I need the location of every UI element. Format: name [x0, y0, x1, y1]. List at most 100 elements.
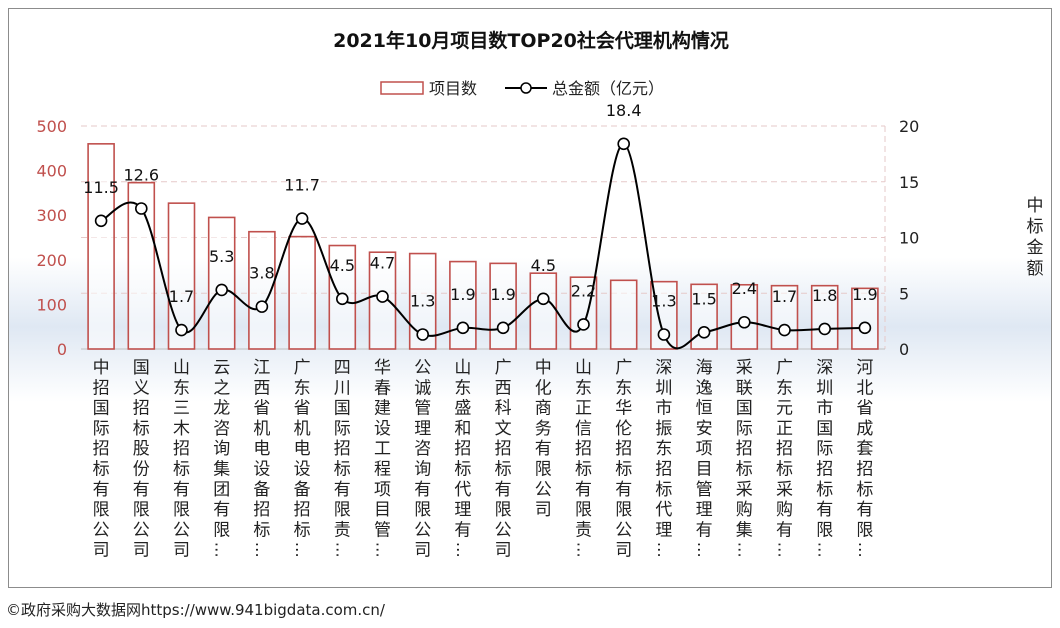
x-tick-label: 龙 [213, 399, 230, 419]
line-point [135, 202, 148, 215]
x-tick-label: … [252, 542, 271, 558]
x-tick-label: 司 [535, 500, 552, 520]
x-tick-label: 山 [454, 358, 471, 378]
line-point [858, 321, 872, 335]
x-tick-label: 义 [133, 378, 150, 398]
x-tick-label: 海 [696, 358, 713, 378]
x-tick-label: … [453, 542, 472, 558]
x-tick-label: 理 [454, 500, 471, 520]
x-tick-label: 深 [655, 358, 672, 378]
x-tick-label: 有 [495, 480, 512, 500]
x-tick-label: 市 [655, 399, 672, 419]
x-tick-label: 招 [173, 439, 190, 459]
line-data-label: 18.4 [606, 101, 642, 120]
x-tick-label: 务 [535, 419, 552, 439]
x-tick-label: 公 [615, 520, 632, 540]
line-point [255, 300, 269, 313]
x-tick-label: 伦 [615, 419, 632, 439]
x-tick-label: 公 [414, 358, 431, 378]
line-point [175, 323, 188, 337]
x-tick-label: 有 [535, 439, 552, 459]
x-tick-label: 采 [776, 480, 793, 500]
y-left-tick-label: 500 [36, 117, 67, 136]
x-tick-label: 三 [173, 399, 190, 419]
x-tick-label: 招 [294, 500, 311, 520]
bar [770, 284, 799, 350]
x-tick-label: 代 [655, 500, 672, 520]
x-tick-label: 司 [173, 541, 190, 561]
line-data-label: 4.5 [531, 256, 556, 275]
x-tick-label: 华 [615, 399, 632, 419]
x-tick-label: 标 [856, 480, 873, 500]
x-tick-label: 振 [655, 419, 672, 439]
x-tick-label: 国 [334, 399, 351, 419]
x-tick-label: 中 [535, 358, 552, 378]
bar [288, 235, 316, 350]
line-point [617, 137, 631, 151]
x-tick-label: 山 [173, 358, 190, 378]
line-data-label: 12.6 [123, 166, 159, 185]
x-tick-label: 安 [696, 419, 713, 439]
x-tick-label: 标 [454, 460, 471, 480]
x-tick-label: 市 [816, 399, 833, 419]
line-point [456, 321, 470, 335]
x-tick-label: 标 [253, 520, 270, 540]
x-tick-label: 国 [93, 399, 110, 419]
bar [810, 284, 839, 350]
x-tick-label: 河 [856, 358, 873, 378]
x-tick-label: 招 [133, 399, 150, 419]
x-tick-label: 恒 [696, 399, 713, 419]
x-tick-label: 深 [816, 358, 833, 378]
line-data-label: 4.5 [330, 256, 355, 275]
x-tick-label: 文 [495, 419, 512, 439]
x-tick-label: 标 [575, 460, 592, 480]
x-tick-label: 化 [535, 378, 552, 398]
x-tick-label: 木 [173, 419, 190, 439]
x-tick-label: 有 [856, 500, 873, 520]
x-tick-label: 限 [173, 500, 190, 520]
x-tick-label: 有 [575, 480, 592, 500]
y-left-tick-label: 0 [57, 340, 67, 359]
x-tick-label: 之 [213, 378, 230, 398]
line-data-label: 1.7 [772, 287, 797, 306]
y-right-axis-label: 额 [1027, 259, 1044, 279]
x-tick-label: … [775, 542, 794, 558]
x-tick-label: 圳 [816, 378, 833, 398]
y-right-tick-label: 5 [899, 284, 909, 303]
line-point [496, 321, 510, 335]
x-tick-label: 公 [173, 520, 190, 540]
x-tick-label: 咨 [213, 419, 230, 439]
x-tick-label: 商 [535, 399, 552, 419]
x-tick-label: 东 [615, 378, 632, 398]
x-tick-label: 联 [736, 378, 753, 398]
x-tick-label: 电 [294, 439, 311, 459]
x-tick-label: … [734, 542, 753, 558]
x-tick-label: 设 [374, 419, 391, 439]
x-tick-label: 管 [414, 399, 431, 419]
x-tick-label: 购 [776, 500, 793, 520]
x-tick-label: 限 [213, 520, 230, 540]
x-tick-label: 司 [414, 541, 431, 561]
x-tick-label: 理 [655, 520, 672, 540]
x-tick-label: 诚 [414, 378, 431, 398]
bar [609, 279, 638, 350]
x-tick-label: 公 [495, 520, 512, 540]
x-tick-label: 咨 [414, 439, 431, 459]
x-tick-label: 东 [294, 378, 311, 398]
x-tick-label: 有 [615, 480, 632, 500]
x-tick-label: 询 [213, 439, 230, 459]
x-tick-label: 有 [816, 500, 833, 520]
x-tick-label: 东 [655, 439, 672, 459]
x-tick-label: 份 [133, 460, 150, 480]
y-right-axis-label: 金 [1027, 238, 1044, 258]
x-tick-label: 公 [535, 480, 552, 500]
x-tick-label: 有 [133, 480, 150, 500]
x-tick-label: 招 [736, 439, 753, 459]
x-tick-label: 责 [575, 520, 592, 540]
line-point [215, 283, 228, 297]
x-tick-label: 有 [696, 520, 713, 540]
x-tick-label: 标 [615, 460, 632, 480]
x-tick-label: 有 [213, 500, 230, 520]
x-tick-label: 司 [133, 541, 150, 561]
